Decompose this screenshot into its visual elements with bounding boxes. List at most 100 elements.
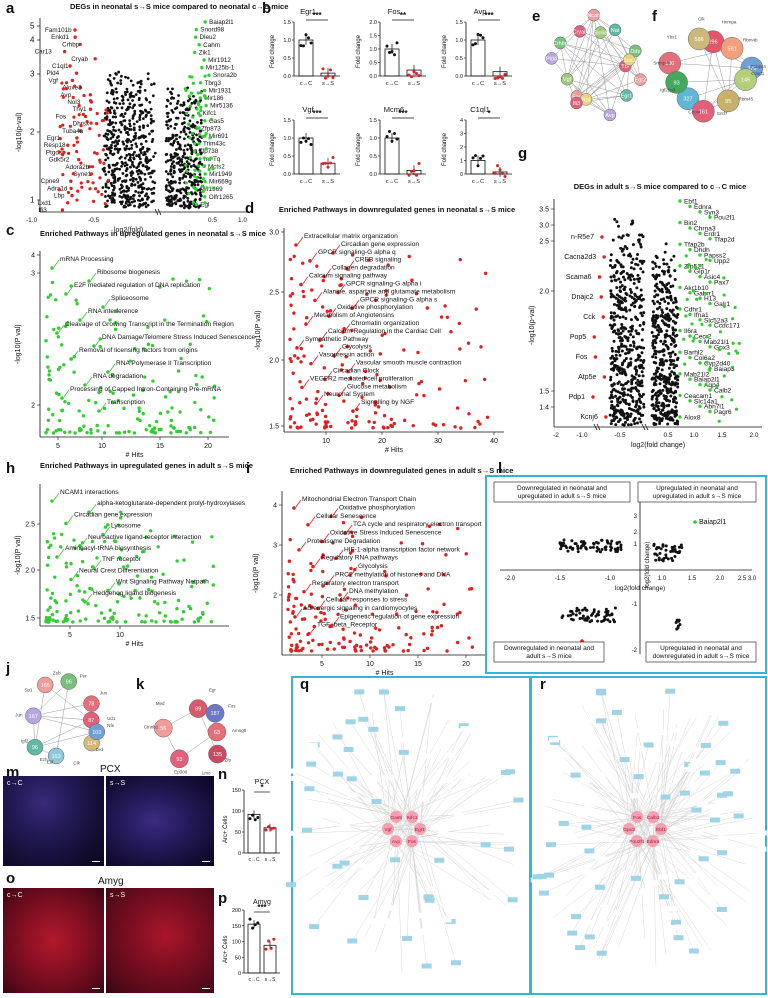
panel-label-o: o — [6, 870, 15, 887]
node-value: 167 — [29, 714, 38, 720]
data-point — [131, 163, 134, 166]
data-point — [178, 157, 181, 160]
y-tick-label: 0.5 — [455, 56, 463, 62]
data-point — [640, 289, 643, 292]
up-point — [203, 89, 206, 92]
label-arrow — [110, 583, 115, 590]
data-point — [329, 641, 332, 644]
data-point — [132, 153, 135, 156]
data-point — [321, 305, 324, 308]
gene-label: Ccdc171 — [714, 323, 740, 330]
pathway-label: Signalling by NGF — [361, 399, 414, 406]
data-point — [158, 611, 161, 614]
up-point — [682, 338, 685, 341]
data-point — [618, 401, 621, 404]
data-point — [52, 431, 55, 434]
up-point — [193, 150, 196, 153]
data-point — [187, 187, 190, 190]
data-point — [622, 248, 625, 251]
data-point — [422, 649, 425, 652]
data-point — [641, 370, 644, 373]
up-point — [194, 36, 197, 39]
network-edge — [589, 817, 653, 923]
data-point — [287, 572, 290, 575]
up-point — [198, 170, 201, 173]
x-axis-title: log2(fold change) — [631, 442, 685, 449]
data-point — [664, 553, 667, 556]
pathway-label: Transcription — [107, 399, 145, 406]
data-point — [185, 133, 188, 136]
data-point — [124, 76, 127, 79]
node-label: Sp1 — [24, 688, 33, 693]
data-point — [199, 408, 202, 411]
data-point — [306, 523, 310, 527]
data-point — [71, 620, 74, 623]
data-point — [208, 287, 211, 290]
label-arrow — [318, 395, 323, 402]
data-point — [610, 276, 613, 279]
data-point — [148, 159, 151, 162]
data-point — [163, 601, 166, 604]
data-point — [132, 180, 135, 183]
up-point — [699, 264, 702, 267]
up-point — [678, 221, 681, 224]
network-node — [754, 814, 764, 819]
data-point — [212, 583, 215, 586]
data-point — [655, 401, 658, 404]
data-point — [661, 350, 664, 353]
data-point — [137, 199, 140, 202]
network-node — [659, 704, 669, 709]
data-point — [68, 430, 71, 433]
network-node — [505, 769, 515, 774]
data-point — [619, 247, 622, 250]
node-label: Egr — [209, 687, 217, 692]
quadrant-label-bl: Downregulated in neonatal and — [504, 645, 594, 652]
data-point — [190, 148, 193, 151]
data-point — [144, 109, 147, 112]
data-point — [326, 647, 329, 650]
data-point — [324, 415, 327, 418]
network-node — [699, 946, 709, 951]
down-point — [602, 255, 605, 258]
data-point — [589, 546, 592, 549]
network-node — [716, 760, 726, 765]
data-point — [168, 119, 171, 122]
network-edge — [661, 744, 670, 829]
data-point — [182, 155, 185, 158]
gene-label: Snora2b — [213, 72, 237, 79]
data-point — [652, 422, 655, 425]
network-node — [559, 821, 569, 826]
up-point — [184, 164, 187, 167]
data-point — [53, 536, 56, 539]
data-point — [639, 260, 642, 263]
data-point — [298, 380, 301, 383]
x-tick-label: s→S — [408, 81, 420, 87]
data-point — [113, 101, 116, 104]
data-point — [652, 335, 655, 338]
data-point — [670, 370, 673, 373]
data-point — [126, 88, 129, 91]
data-point — [675, 334, 678, 337]
data-point — [170, 204, 173, 207]
network-node — [434, 858, 444, 863]
data-point — [655, 276, 658, 279]
data-point — [115, 431, 118, 434]
network-node — [595, 960, 605, 965]
sig-label: ** — [400, 11, 407, 20]
data-point — [142, 412, 145, 415]
data-point — [332, 76, 335, 79]
data-point — [636, 253, 639, 256]
data-point — [175, 137, 178, 140]
y-tick-label: 0.0 — [283, 74, 291, 80]
data-point — [660, 547, 663, 550]
node-label: E2f — [47, 760, 55, 765]
up-point — [683, 363, 686, 366]
data-point — [129, 124, 132, 127]
data-point — [62, 363, 65, 366]
data-point — [636, 410, 639, 413]
network-node — [490, 900, 500, 905]
data-point — [581, 609, 584, 612]
gene-label: Tuba4a — [62, 128, 84, 135]
network-node — [750, 893, 760, 898]
